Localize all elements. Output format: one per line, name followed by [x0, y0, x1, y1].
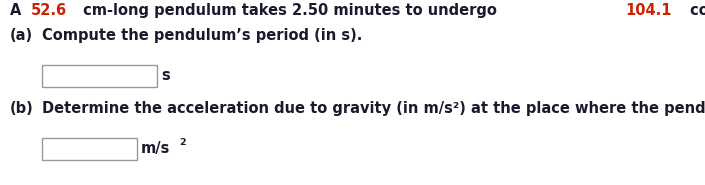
Text: A: A [10, 3, 27, 18]
Text: s: s [161, 68, 170, 83]
Text: m/s: m/s [141, 142, 171, 157]
Text: Determine the acceleration due to gravity (in m/s²) at the place where the pendu: Determine the acceleration due to gravit… [42, 101, 705, 116]
Bar [42, 65, 157, 87]
Text: 52.6: 52.6 [31, 3, 68, 18]
Text: 104.1: 104.1 [625, 3, 671, 18]
Text: Compute the pendulum’s period (in s).: Compute the pendulum’s period (in s). [42, 28, 362, 43]
Bar [42, 138, 137, 160]
Text: complete oscillation cycles.: complete oscillation cycles. [685, 3, 705, 18]
Text: (b): (b) [10, 101, 34, 116]
Text: 2: 2 [179, 138, 185, 147]
Text: cm-long pendulum takes 2.50 minutes to undergo: cm-long pendulum takes 2.50 minutes to u… [78, 3, 502, 18]
Text: (a): (a) [10, 28, 33, 43]
